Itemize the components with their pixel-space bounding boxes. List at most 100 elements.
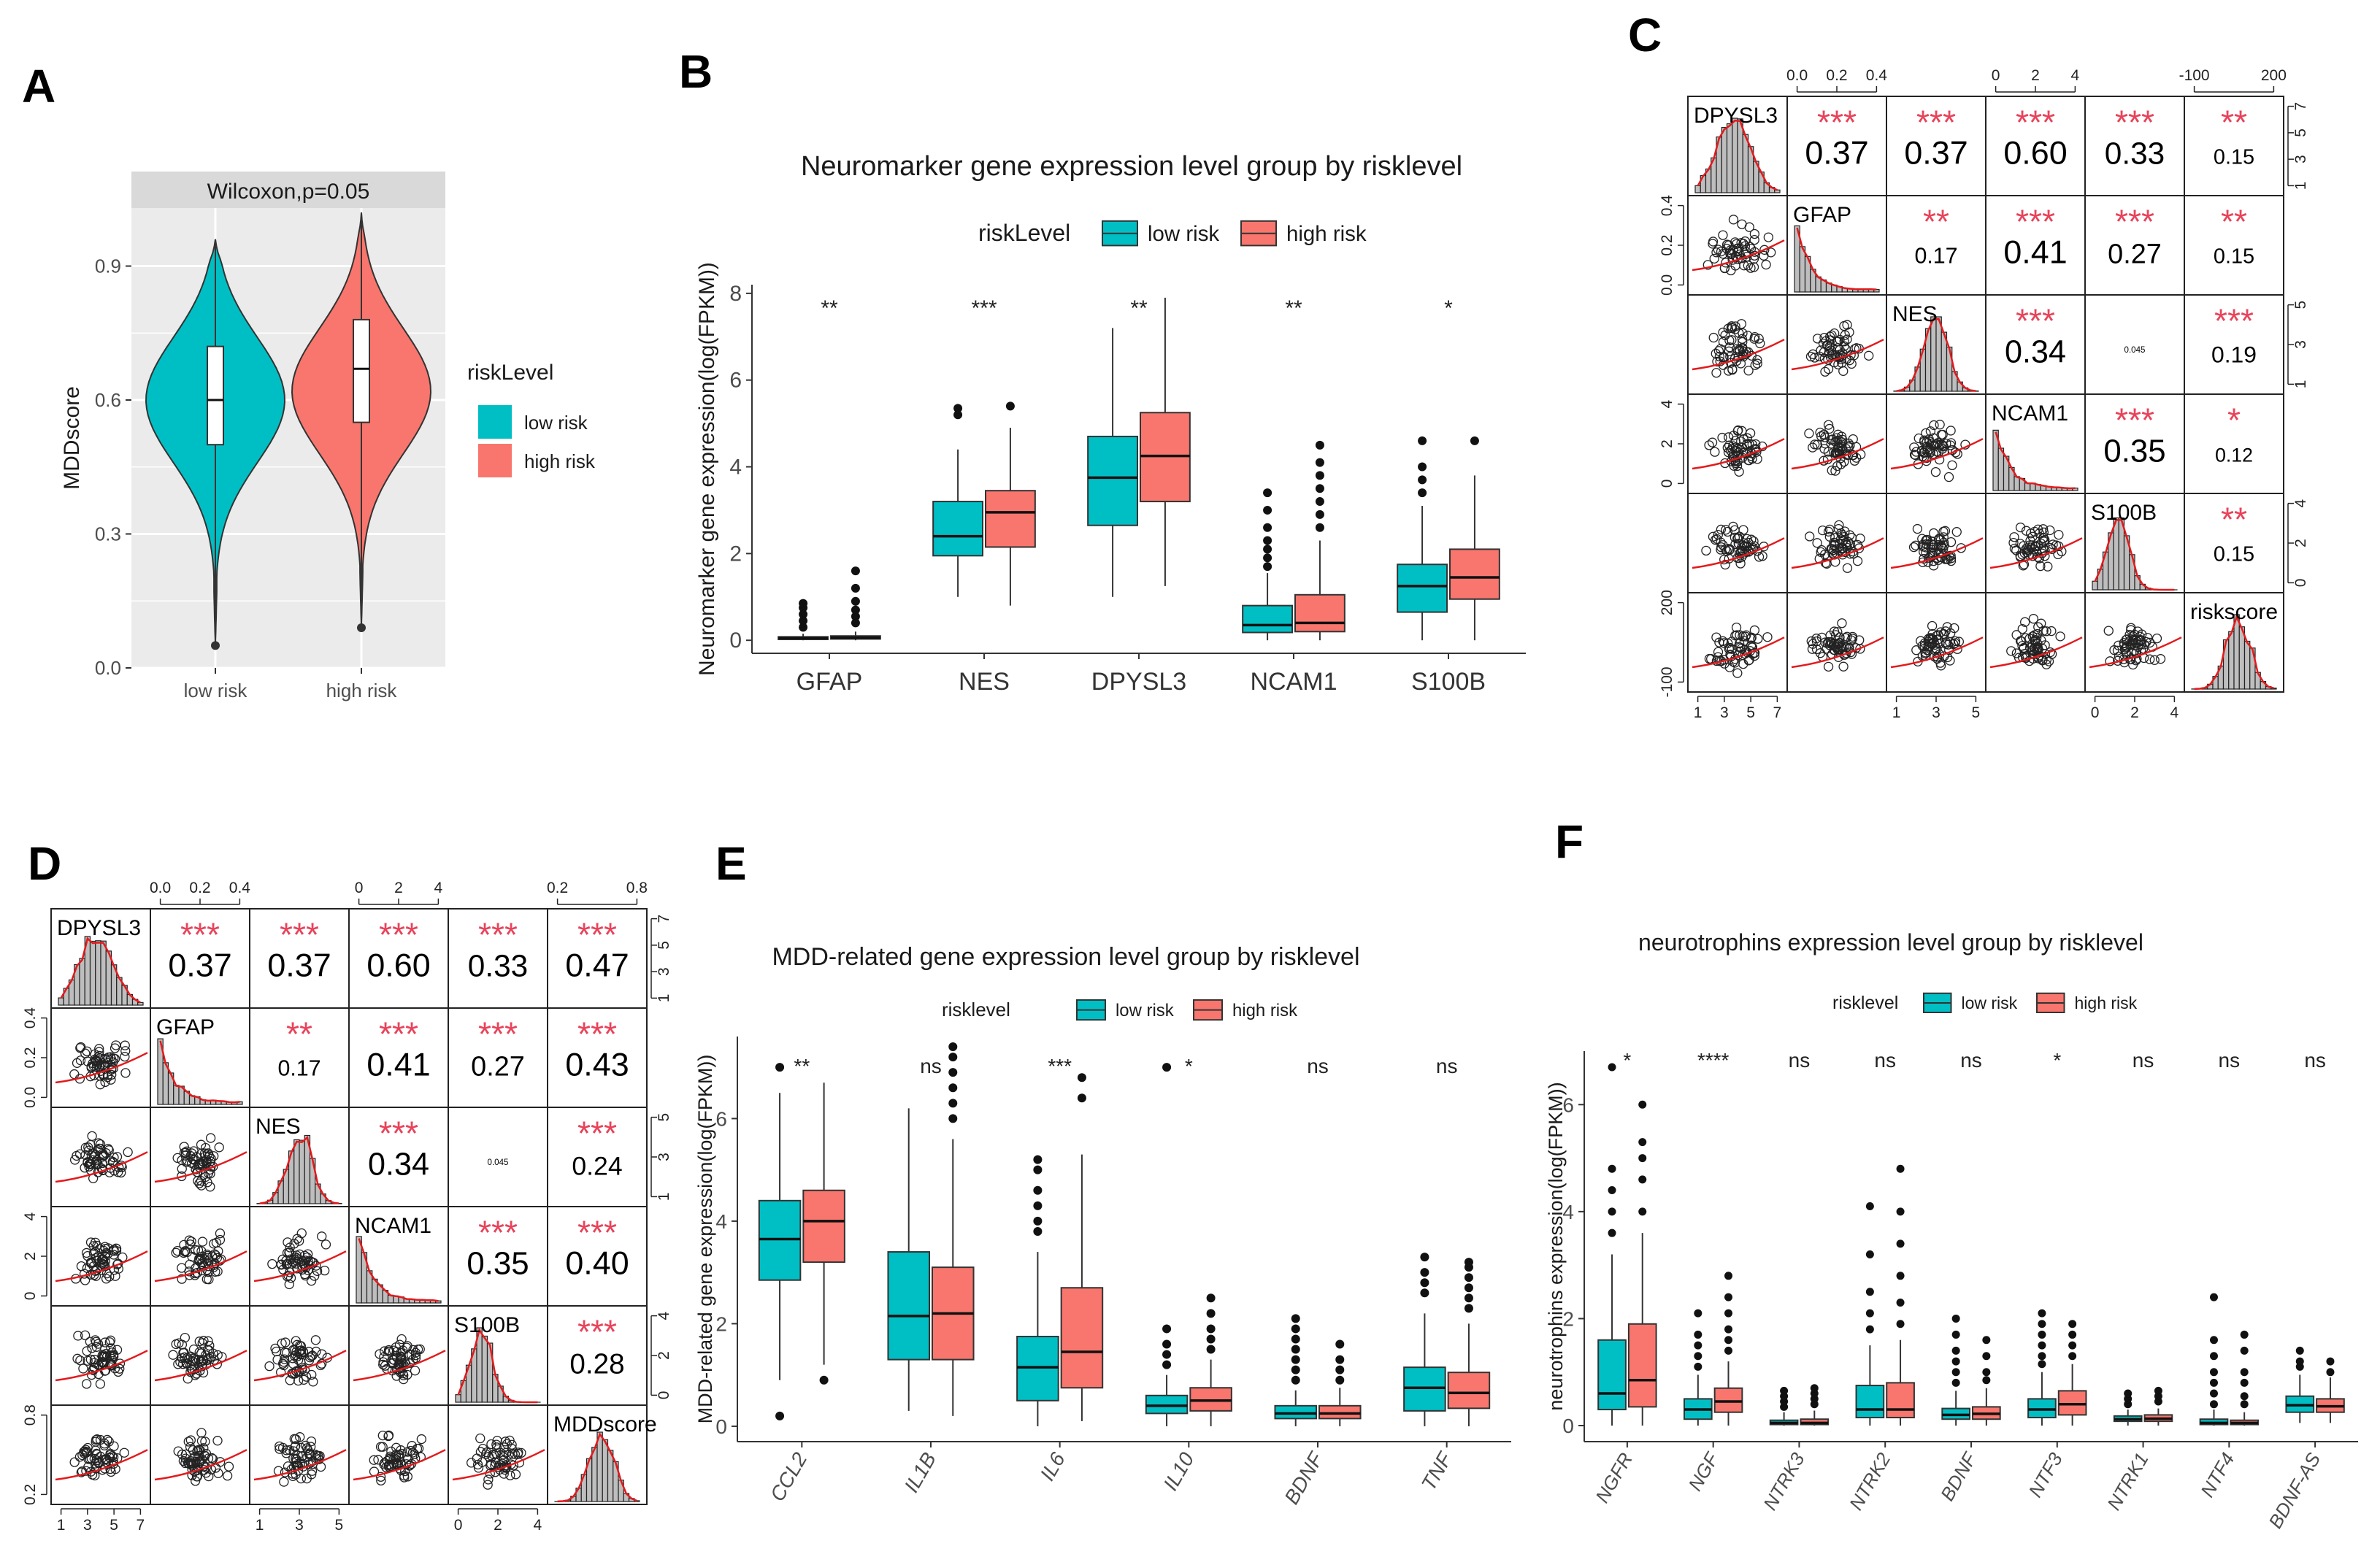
legend-title: riskLevel [978, 220, 1070, 246]
significance-label: *** [971, 296, 997, 320]
scatter-point [72, 1058, 82, 1068]
scatter-point [1745, 242, 1755, 252]
scatter-point [194, 1178, 204, 1188]
scatter-point [76, 1042, 86, 1053]
scatter-point [317, 1231, 327, 1242]
box-outlier [1162, 1339, 1172, 1349]
box-high-risk [802, 1189, 845, 1264]
significance-stars: *** [379, 1115, 418, 1153]
legend-title: riskLevel [467, 361, 553, 385]
scatter-point [1732, 461, 1743, 472]
significance-label: *** [1048, 1055, 1072, 1077]
scatter-point [195, 1456, 206, 1466]
scatter-point [507, 1439, 517, 1450]
x-tick-label: high risk [326, 680, 398, 701]
box-outlier [1608, 1186, 1616, 1195]
scatter-point [194, 1255, 204, 1265]
scatter-point [1838, 543, 1848, 553]
loess-curve [154, 1250, 247, 1283]
scatter-point [483, 1480, 493, 1490]
scatter-point [1835, 644, 1845, 655]
scatter-point [111, 1243, 121, 1253]
scatter-point [69, 1457, 80, 1467]
scatter-point [1809, 353, 1820, 363]
legend-label: high risk [1286, 222, 1367, 246]
scatter-point [196, 1265, 207, 1276]
scatter-point [1744, 455, 1754, 466]
scatter-point [1851, 453, 1862, 463]
box-outlier [775, 1063, 785, 1072]
scatter-point [120, 1068, 131, 1078]
scatter-point [377, 1442, 388, 1452]
scatter-point [1805, 531, 1815, 542]
scatter-point [1842, 542, 1853, 553]
scatter-point [1847, 634, 1858, 644]
box-outlier [1810, 1384, 1819, 1393]
scatter-point [1845, 530, 1855, 540]
significance-stars: *** [2214, 302, 2254, 340]
box-outlier [1315, 458, 1324, 467]
scatter-point [183, 1458, 193, 1469]
scatter-point [1839, 341, 1849, 351]
correlation-value: 0.17 [277, 1055, 320, 1080]
scatter-point [1746, 263, 1756, 273]
chart-title: MDD-related gene expression level group … [772, 943, 1359, 971]
scatter-point [116, 1167, 126, 1178]
scatter-point [99, 1358, 109, 1369]
correlation-value: 0.37 [267, 946, 331, 983]
box-outlier [1420, 1278, 1429, 1288]
scatter-point [1824, 524, 1835, 535]
scatter-point [306, 1276, 317, 1286]
scatter-point [307, 1369, 317, 1380]
x-tick-label: NTF3 [2024, 1449, 2067, 1501]
scatter-point [1726, 323, 1737, 333]
significance-stars: *** [280, 916, 319, 954]
tick-label: 3 [295, 1517, 304, 1534]
violin-outlier [357, 623, 366, 632]
panel-c-scatter-matrix: DPYSL3 ***0.37***0.37***0.60***0.33**0.15… [1659, 67, 2309, 721]
scatter-point [2030, 526, 2040, 537]
x-tick-label: S100B [1411, 668, 1486, 696]
histogram-bar [596, 1431, 603, 1502]
scatter-point [86, 1453, 96, 1464]
box-outlier [1951, 1314, 1960, 1323]
tick-label: 0.8 [22, 1404, 39, 1426]
y-tick-label: 0.0 [95, 657, 121, 679]
scatter-point [1848, 450, 1859, 461]
scatter-point [486, 1439, 496, 1450]
scatter-point [276, 1260, 286, 1270]
scatter-point [1709, 253, 1719, 264]
scatter-point [491, 1442, 502, 1453]
histogram-bar [1774, 189, 1781, 193]
scatter-point [1742, 542, 1752, 552]
significance-stars: *** [577, 1015, 617, 1053]
scatter-point [291, 1366, 302, 1376]
correlation-value: 0.17 [1914, 243, 1957, 268]
significance-stars: *** [379, 1015, 418, 1053]
significance-stars: *** [379, 916, 418, 954]
histogram-bar [95, 940, 101, 1006]
scatter-point [2036, 618, 2046, 628]
box-high-risk [1294, 593, 1346, 633]
tick-label: 0 [355, 880, 364, 896]
box-outlier [1033, 1201, 1043, 1210]
tick-label: 4 [22, 1212, 39, 1220]
scatter-point [97, 1060, 108, 1070]
scatter-point [2055, 631, 2065, 642]
panel-b-boxplot-chart: Neuromarker gene expression level group … [695, 151, 1526, 696]
scatter-point [1928, 556, 1939, 566]
y-tick-label: 2 [1562, 1307, 1574, 1330]
scatter-point [1745, 428, 1756, 439]
loess-curve [1692, 438, 1785, 470]
scatter-point [1823, 364, 1834, 374]
box-outlier [1724, 1272, 1733, 1280]
scatter-point [2030, 541, 2041, 552]
box-outlier [1420, 1268, 1429, 1277]
tick-label: 3 [83, 1517, 92, 1534]
scatter-point [173, 1359, 183, 1369]
tick-label: 5 [656, 941, 672, 950]
tick-label: 3 [1720, 704, 1729, 721]
significance-label: **** [1697, 1049, 1730, 1072]
scatter-point [1916, 636, 1926, 646]
scatter-point [204, 1345, 215, 1356]
